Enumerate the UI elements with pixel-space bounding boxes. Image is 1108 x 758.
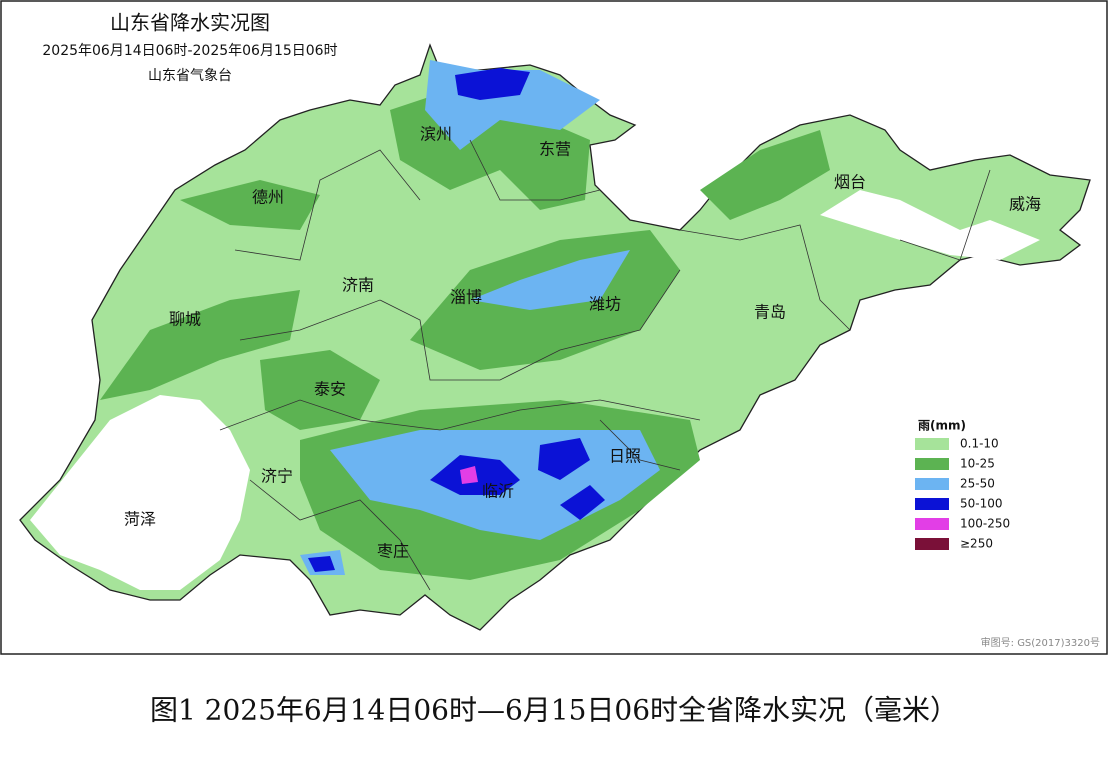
legend-swatch <box>915 538 949 550</box>
figure-caption: 图1 2025年6月14日06时—6月15日06时全省降水实况（毫米） <box>150 694 958 727</box>
rain-50-100 <box>560 485 605 520</box>
rain-50-100 <box>538 438 590 480</box>
legend-label: 0.1-10 <box>960 437 999 451</box>
legend-swatch <box>915 518 949 530</box>
city-boundaries <box>219 139 991 591</box>
legend-swatch <box>915 458 949 470</box>
map-period: 2025年06月14日06时-2025年06月15日06时 <box>42 43 337 59</box>
legend-label: 10-25 <box>960 457 995 471</box>
city-label: 东营 <box>539 140 571 159</box>
city-label: 聊城 <box>169 310 201 329</box>
boundary <box>219 399 701 431</box>
rain-50-100 <box>455 68 530 100</box>
legend-swatch <box>915 438 949 450</box>
city-label: 日照 <box>609 447 641 466</box>
city-label: 济宁 <box>261 467 293 486</box>
city-label: 滨州 <box>420 125 452 144</box>
city-label: 菏泽 <box>124 510 156 529</box>
approval-number: 审图号: GS(2017)3320号 <box>981 636 1100 649</box>
city-label: 泰安 <box>314 380 346 399</box>
legend-swatch <box>915 478 949 490</box>
map-title: 山东省降水实况图 <box>110 11 270 35</box>
rain-10-25 <box>260 350 380 430</box>
rain-50-100 <box>308 556 335 572</box>
no-rain-area <box>30 395 250 590</box>
city-label: 青岛 <box>754 303 786 322</box>
city-label: 淄博 <box>450 288 482 307</box>
boundary <box>679 224 851 331</box>
city-label: 济南 <box>342 276 374 295</box>
legend-title: 雨(mm) <box>918 419 966 433</box>
no-rain-area <box>820 190 1040 260</box>
legend-label: 25-50 <box>960 477 995 491</box>
boundary <box>899 169 991 261</box>
city-label: 威海 <box>1009 195 1041 214</box>
legend-label: 50-100 <box>960 497 1003 511</box>
boundary <box>469 139 601 201</box>
city-label: 临沂 <box>482 482 514 501</box>
city-label: 潍坊 <box>589 295 621 314</box>
rain-10-25 <box>100 290 300 400</box>
city-label: 枣庄 <box>377 542 409 561</box>
map-issuer: 山东省气象台 <box>148 68 232 84</box>
boundary <box>249 479 431 591</box>
city-label: 烟台 <box>834 173 866 192</box>
legend-label: 100-250 <box>960 517 1010 531</box>
rain-100-250 <box>460 466 478 484</box>
boundary <box>239 269 681 381</box>
boundary <box>599 419 681 471</box>
legend-swatch <box>915 498 949 510</box>
province-map <box>19 43 1091 631</box>
rain-10-25 <box>700 130 830 220</box>
boundary <box>234 149 421 261</box>
legend-label: ≥250 <box>960 537 993 551</box>
rain-10-25 <box>180 180 320 230</box>
city-label: 德州 <box>252 188 284 207</box>
rain-25-50 <box>470 250 630 310</box>
